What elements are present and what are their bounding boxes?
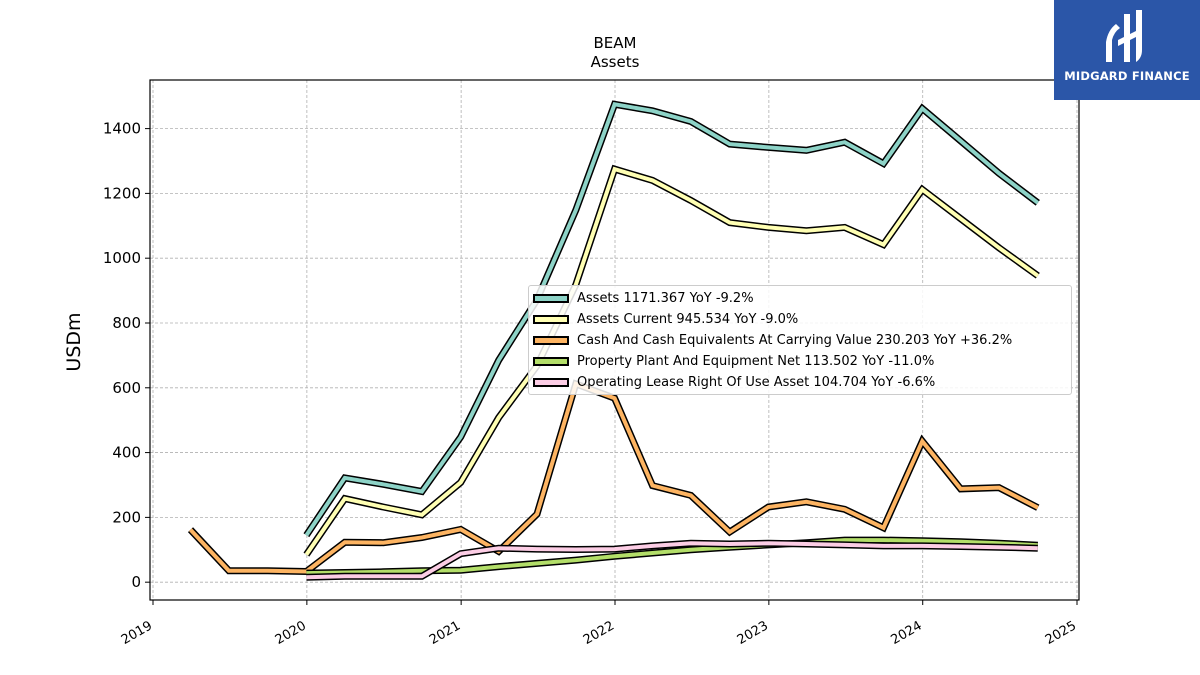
legend-item-lease: Operating Lease Right Of Use Asset 104.7… — [531, 373, 1071, 393]
x-tick-label: 2019 — [119, 618, 155, 648]
y-tick-label: 800 — [112, 314, 141, 332]
legend-item-cash: Cash And Cash Equivalents At Carrying Va… — [531, 331, 1071, 351]
chart-title: BEAM — [594, 34, 637, 52]
y-tick-label: 1400 — [103, 120, 141, 138]
legend-swatch-cash — [533, 336, 569, 345]
chart-subtitle: Assets — [591, 53, 640, 71]
y-axis-label: USDm — [63, 312, 85, 371]
legend-label-ppe: Property Plant And Equipment Net 113.502… — [577, 354, 935, 369]
legend-item-assets: Assets 1171.367 YoY -9.2% — [531, 289, 1071, 309]
y-tick-label: 1000 — [103, 249, 141, 267]
x-tick-label: 2022 — [581, 618, 617, 648]
legend-swatch-lease — [533, 378, 569, 387]
legend-label-assets: Assets 1171.367 YoY -9.2% — [577, 291, 754, 306]
legend-swatch-assets — [533, 294, 569, 303]
legend-label-assets-current: Assets Current 945.534 YoY -9.0% — [577, 312, 799, 327]
x-tick-label: 2025 — [1043, 618, 1079, 648]
legend-swatch-assets-current — [533, 315, 569, 324]
x-tick-label: 2023 — [735, 618, 771, 648]
x-tick-label: 2020 — [273, 618, 309, 648]
y-tick-label: 400 — [112, 444, 141, 462]
legend-label-cash: Cash And Cash Equivalents At Carrying Va… — [577, 333, 1013, 348]
series-line-2 — [189, 381, 1039, 574]
chart-legend: Assets 1171.367 YoY -9.2% Assets Current… — [528, 285, 1072, 395]
y-tick-label: 600 — [112, 379, 141, 397]
y-tick-label: 0 — [131, 573, 141, 591]
series-line-4 — [306, 541, 1038, 580]
legend-item-assets-current: Assets Current 945.534 YoY -9.0% — [531, 310, 1071, 330]
logo-mark-icon — [1106, 10, 1142, 62]
series-layer — [187, 100, 1040, 581]
y-tick-label: 1200 — [103, 184, 141, 202]
y-tick-label: 200 — [112, 508, 141, 526]
logo-text: MIDGARD FINANCE — [1064, 69, 1190, 83]
legend-item-ppe: Property Plant And Equipment Net 113.502… — [531, 352, 1071, 372]
series-line-1 — [304, 166, 1039, 556]
x-tick-label: 2021 — [427, 618, 463, 648]
brand-logo: MIDGARD FINANCE — [1054, 0, 1200, 100]
legend-label-lease: Operating Lease Right Of Use Asset 104.7… — [577, 375, 936, 390]
series-line-0 — [304, 102, 1040, 537]
x-tick-label: 2024 — [889, 618, 925, 648]
legend-swatch-ppe — [533, 357, 569, 366]
